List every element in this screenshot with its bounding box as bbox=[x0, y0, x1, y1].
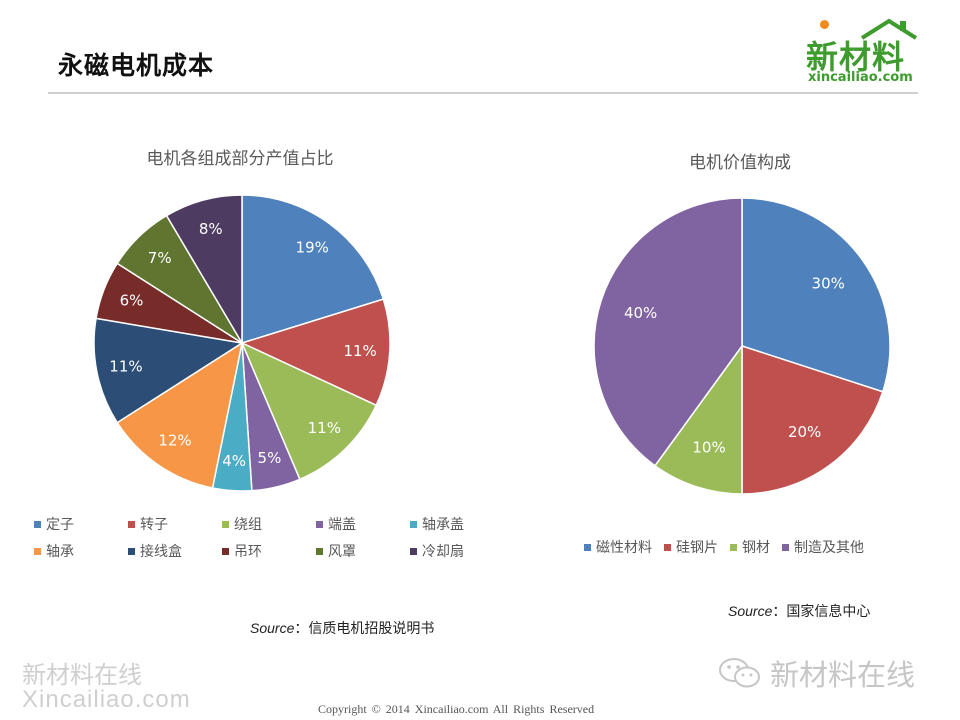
legend-label: 硅钢片 bbox=[676, 540, 718, 556]
left-chart-source: Source：信质电机招股说明书 bbox=[250, 618, 434, 638]
house-roof-icon bbox=[860, 18, 918, 40]
pie-slice-2 bbox=[240, 341, 378, 481]
source-label: Source bbox=[728, 603, 773, 619]
watermark-right: 新材料在线 bbox=[718, 652, 915, 694]
legend-swatch bbox=[410, 520, 417, 528]
slice-label-5: 12% bbox=[158, 432, 191, 450]
slice-label-1: 20% bbox=[788, 423, 821, 441]
slice-label-0: 19% bbox=[296, 239, 329, 257]
slice-label-2: 10% bbox=[692, 438, 725, 456]
source-label: Source bbox=[250, 620, 295, 636]
pie-slice-1 bbox=[741, 344, 884, 495]
copyright-text: Copyright © 2014 Xincailiao.com All Righ… bbox=[318, 702, 595, 716]
slice-label-0: 30% bbox=[812, 274, 845, 292]
legend-item: 钢材 bbox=[730, 537, 770, 557]
left-pie-chart: 19% 11% 11% 5% 4% 12% 11% 6% 7% 8% bbox=[93, 194, 391, 492]
legend-item: 冷却扇 bbox=[410, 541, 464, 561]
slice-label-7: 6% bbox=[120, 291, 144, 309]
legend-item: 定子 bbox=[34, 514, 74, 534]
legend-swatch bbox=[410, 547, 417, 555]
legend-item: 轴承盖 bbox=[410, 514, 464, 534]
right-pie-chart: 30% 20% 10% 40% bbox=[593, 197, 891, 495]
legend-swatch bbox=[222, 520, 229, 528]
brand-logo: 新材料 xincailiao.com bbox=[800, 18, 922, 88]
legend-item: 接线盒 bbox=[128, 541, 182, 561]
legend-item: 端盖 bbox=[316, 514, 356, 534]
pie-slice-0 bbox=[241, 194, 385, 345]
legend-label: 绕组 bbox=[234, 517, 262, 533]
source-text: ：信质电机招股说明书 bbox=[294, 621, 435, 637]
legend-item: 吊环 bbox=[222, 541, 262, 561]
legend-swatch bbox=[316, 520, 323, 528]
pie-slice-2 bbox=[653, 343, 743, 495]
slice-label-3: 40% bbox=[624, 304, 657, 322]
legend-swatch bbox=[128, 547, 135, 555]
legend-swatch bbox=[584, 543, 591, 551]
right-chart-source: Source：国家信息中心 bbox=[728, 601, 870, 621]
legend-swatch bbox=[128, 520, 135, 528]
legend-label: 钢材 bbox=[742, 540, 770, 556]
logo-text-cn: 新材料 bbox=[806, 38, 906, 76]
legend-swatch bbox=[222, 547, 229, 555]
legend-item: 转子 bbox=[128, 514, 168, 534]
slice-label-2: 11% bbox=[308, 419, 341, 437]
watermark-left-en: Xincailiao.com bbox=[22, 686, 191, 713]
wechat-icon bbox=[719, 658, 760, 688]
right-chart-title: 电机价值构成 bbox=[689, 153, 791, 173]
slice-label-6: 11% bbox=[109, 358, 142, 376]
legend-label: 端盖 bbox=[328, 517, 356, 533]
legend-label: 制造及其他 bbox=[794, 540, 864, 556]
legend-item: 制造及其他 bbox=[782, 537, 864, 557]
legend-swatch bbox=[730, 543, 737, 551]
pie-slice-5 bbox=[116, 341, 244, 489]
pie-slice-6 bbox=[93, 317, 245, 424]
logo-dot-icon bbox=[820, 20, 829, 29]
legend-swatch bbox=[34, 547, 41, 555]
logo-text-en: xincailiao.com bbox=[808, 70, 913, 85]
legend-label: 接线盒 bbox=[140, 544, 182, 560]
legend-swatch bbox=[782, 543, 789, 551]
legend-label: 风罩 bbox=[328, 544, 356, 560]
legend-item: 轴承 bbox=[34, 541, 74, 561]
slice-label-8: 7% bbox=[148, 249, 172, 267]
slice-label-9: 8% bbox=[199, 220, 223, 238]
legend-label: 吊环 bbox=[234, 544, 262, 560]
source-text: ：国家信息中心 bbox=[772, 604, 871, 620]
legend-item: 磁性材料 bbox=[584, 537, 652, 557]
title-divider bbox=[48, 92, 918, 94]
slice-label-3: 5% bbox=[258, 449, 282, 467]
legend-item: 硅钢片 bbox=[664, 537, 718, 557]
legend-label: 定子 bbox=[46, 517, 74, 533]
pie-slice-3 bbox=[593, 197, 743, 467]
watermark-right-text: 新材料在线 bbox=[770, 658, 916, 692]
legend-swatch bbox=[664, 543, 671, 551]
legend-label: 冷却扇 bbox=[422, 544, 464, 560]
legend-item: 风罩 bbox=[316, 541, 356, 561]
legend-label: 轴承 bbox=[46, 544, 74, 560]
slice-label-1: 11% bbox=[343, 342, 376, 360]
legend-label: 轴承盖 bbox=[422, 517, 464, 533]
pie-slice-1 bbox=[239, 298, 391, 407]
legend-label: 磁性材料 bbox=[596, 540, 652, 556]
legend-item: 绕组 bbox=[222, 514, 262, 534]
legend-swatch bbox=[316, 547, 323, 555]
legend-swatch bbox=[34, 520, 41, 528]
pie-slice-9 bbox=[165, 194, 243, 346]
page-title: 永磁电机成本 bbox=[58, 51, 215, 80]
slice-label-4: 4% bbox=[222, 452, 246, 470]
pie-slice-0 bbox=[741, 197, 891, 393]
left-chart-title: 电机各组成部分产值占比 bbox=[146, 149, 334, 169]
legend-label: 转子 bbox=[140, 517, 168, 533]
watermark-left-cn: 新材料在线 bbox=[22, 661, 142, 689]
